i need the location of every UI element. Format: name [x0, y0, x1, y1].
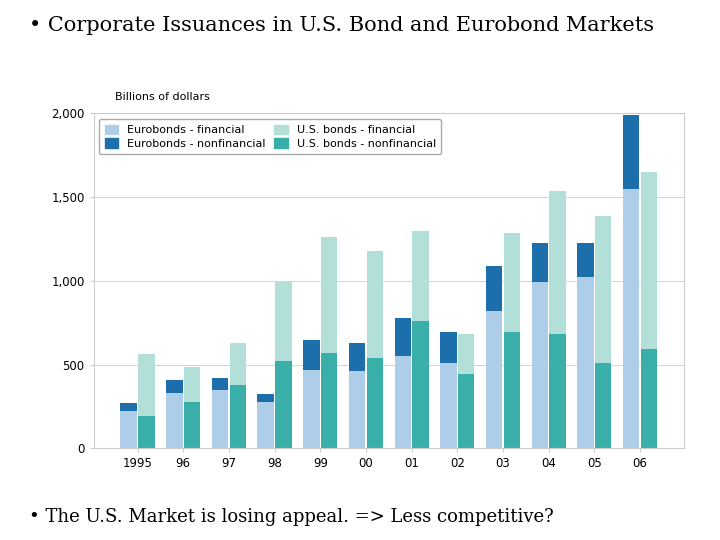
Bar [321, 353, 338, 448]
Bar [395, 356, 411, 448]
Bar [258, 402, 274, 448]
Bar [395, 319, 411, 356]
Bar [258, 394, 274, 402]
Bar [184, 367, 200, 402]
Bar [413, 321, 429, 448]
Bar [595, 363, 611, 448]
Bar [230, 343, 246, 384]
Bar [458, 334, 474, 374]
Bar [641, 172, 657, 349]
Bar [440, 363, 456, 448]
Bar [623, 115, 639, 188]
Bar [549, 191, 566, 334]
Bar [531, 243, 548, 282]
Bar [641, 349, 657, 448]
Legend: Eurobonds - financial, Eurobonds - nonfinancial, U.S. bonds - financial, U.S. bo: Eurobonds - financial, Eurobonds - nonfi… [99, 119, 441, 154]
Bar [458, 374, 474, 448]
Bar [486, 311, 503, 448]
Bar [595, 215, 611, 363]
Bar [348, 343, 365, 371]
Bar [440, 332, 456, 363]
Bar [577, 243, 594, 278]
Bar [413, 231, 429, 321]
Bar [303, 340, 320, 369]
Bar [166, 380, 183, 393]
Bar [230, 384, 246, 448]
Bar [577, 278, 594, 448]
Bar [275, 361, 292, 448]
Bar [486, 266, 503, 311]
Bar [366, 358, 383, 448]
Bar [138, 354, 155, 416]
Bar [120, 411, 137, 448]
Text: • Corporate Issuances in U.S. Bond and Eurobond Markets: • Corporate Issuances in U.S. Bond and E… [29, 16, 654, 35]
Text: • The U.S. Market is losing appeal. => Less competitive?: • The U.S. Market is losing appeal. => L… [29, 508, 554, 525]
Bar [212, 390, 228, 448]
Bar [321, 237, 338, 353]
Bar [366, 251, 383, 358]
Bar [348, 371, 365, 448]
Text: Billions of dollars: Billions of dollars [114, 92, 210, 102]
Bar [549, 334, 566, 448]
Bar [120, 403, 137, 411]
Bar [166, 393, 183, 448]
Bar [275, 282, 292, 361]
Bar [212, 378, 228, 390]
Bar [303, 369, 320, 448]
Bar [138, 416, 155, 448]
Bar [504, 233, 520, 332]
Bar [531, 282, 548, 448]
Bar [184, 402, 200, 448]
Bar [504, 332, 520, 448]
Bar [623, 188, 639, 448]
